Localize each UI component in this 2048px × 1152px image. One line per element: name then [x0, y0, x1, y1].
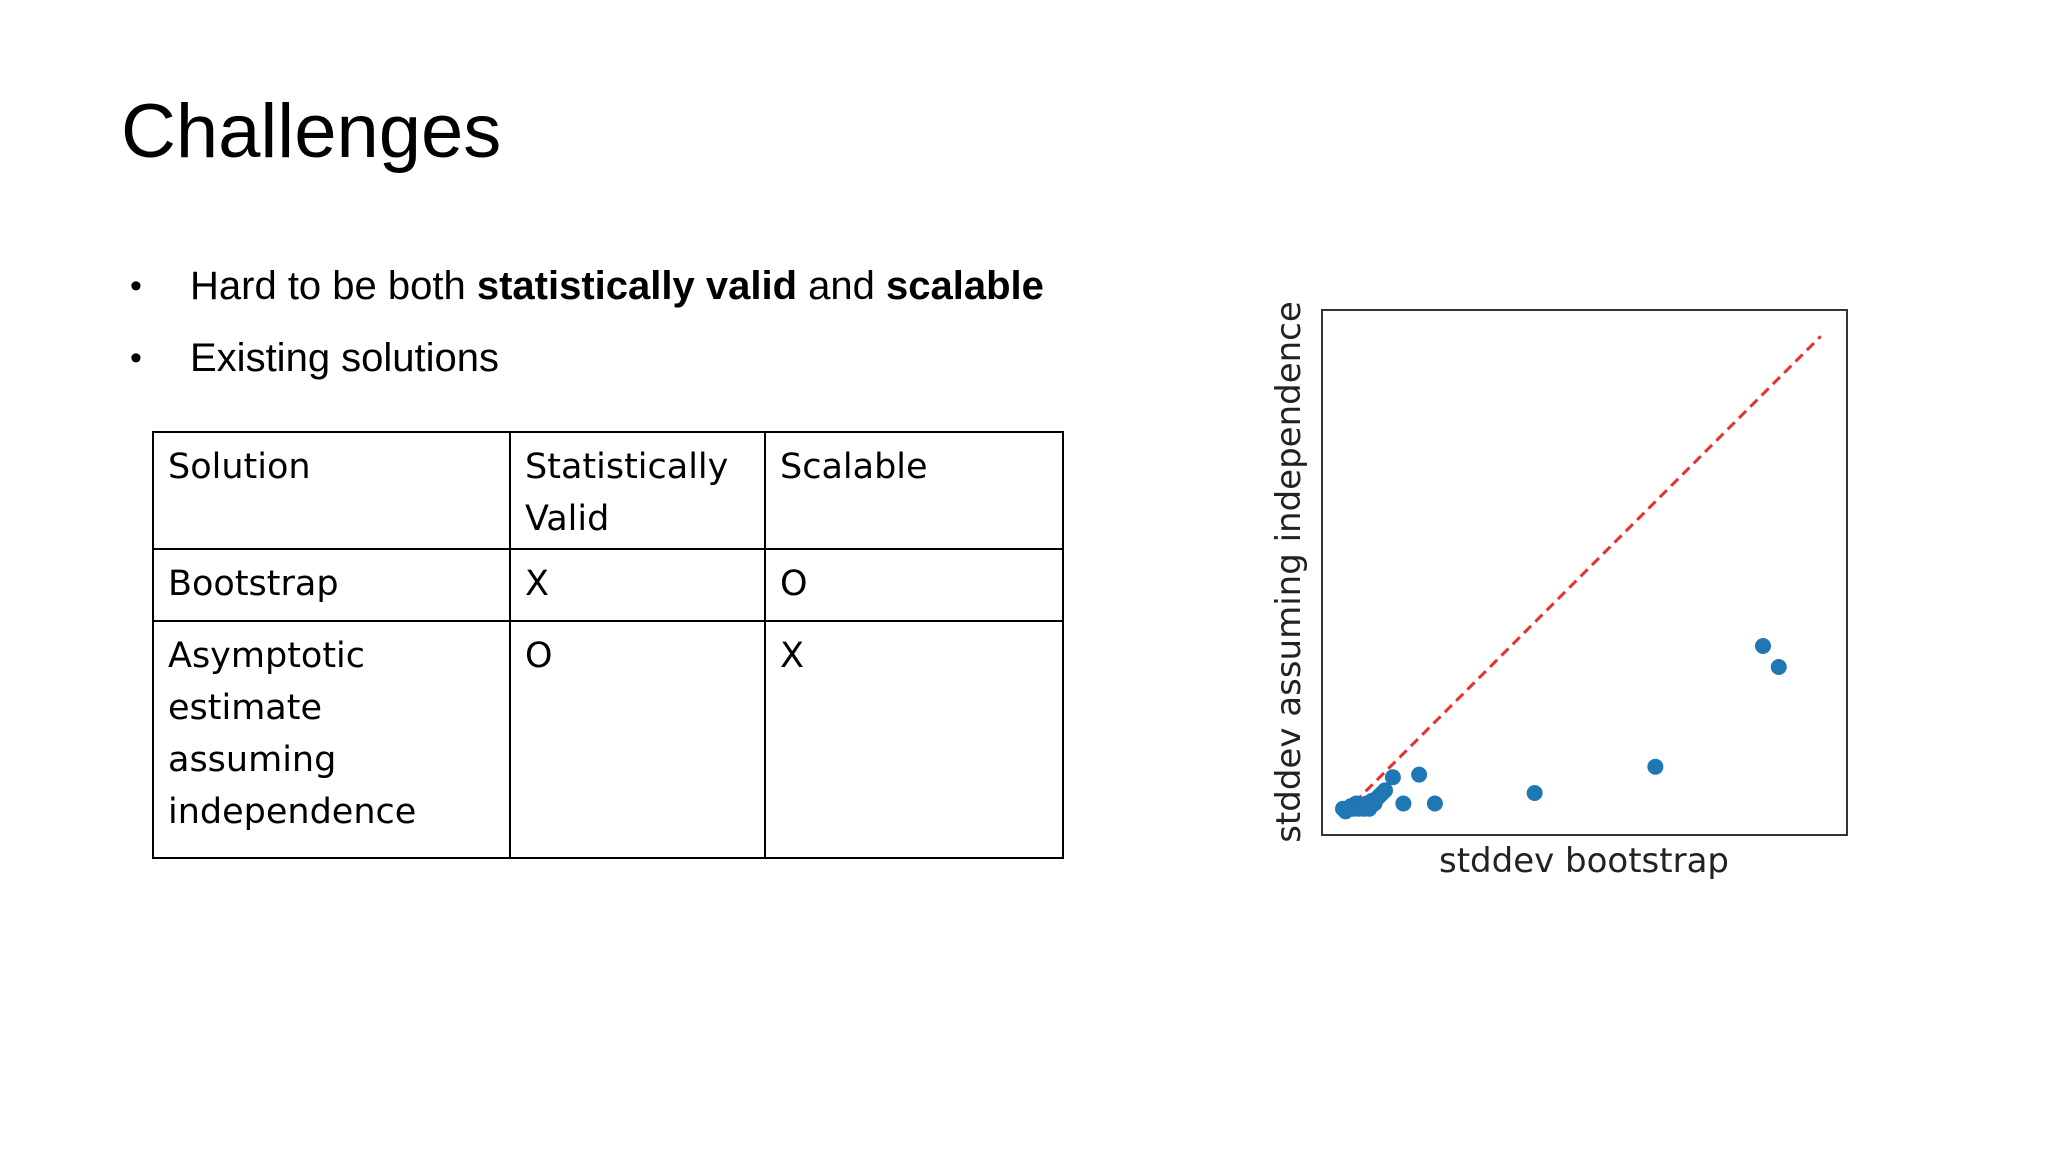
bullet-item: • Hard to be both statistically valid and… [130, 256, 1044, 316]
reference-line-group [1341, 335, 1822, 816]
scatter-point [1377, 782, 1393, 799]
scatter-chart: stddev bootstrap stddev assuming indepen… [1250, 280, 1870, 900]
table-cell: O [764, 548, 1064, 622]
chart-svg: stddev bootstrap stddev assuming indepen… [1269, 301, 1848, 881]
bullet-text-bold: statistically valid [476, 264, 798, 308]
slide-title: Challenges [121, 89, 502, 174]
bullet-list: • Hard to be both statistically valid and… [130, 256, 1044, 400]
bullet-marker: • [130, 339, 142, 377]
x-axis-label: stddev bootstrap [1439, 841, 1729, 881]
bullet-marker: • [130, 267, 142, 305]
y-axis-label: stddev assuming independence [1269, 301, 1309, 843]
scatter-point [1411, 766, 1428, 783]
table-cell: Bootstrap [152, 548, 511, 622]
scatter-point [1755, 638, 1771, 654]
scatter-point [1770, 659, 1787, 675]
solutions-table: Solution Statistically Valid Scalable Bo… [152, 431, 1064, 859]
bullet-text-plain: Hard to be both [190, 264, 477, 308]
scatter-point [1426, 795, 1443, 812]
bullet-text-bold: scalable [885, 264, 1044, 308]
table-row: Asymptotic estimate assuming independenc… [152, 620, 1064, 859]
table-cell: Asymptotic estimate assuming independenc… [152, 620, 511, 859]
points-group [1335, 638, 1787, 820]
reference-line [1341, 335, 1822, 816]
table-cell: O [509, 620, 766, 859]
header-cell-solution: Solution [152, 431, 511, 550]
bullet-text-plain: Existing solutions [190, 336, 500, 380]
table-header-row: Solution Statistically Valid Scalable [152, 431, 1064, 550]
scatter-point [1647, 758, 1664, 775]
table-cell: X [764, 620, 1064, 859]
scatter-point [1384, 769, 1401, 786]
header-cell-scalable: Scalable [764, 431, 1064, 550]
scatter-point [1395, 795, 1412, 812]
bullet-item: • Existing solutions [130, 328, 1044, 388]
table-row: Bootstrap X O [152, 548, 1064, 622]
bullet-text-plain: and [797, 264, 886, 308]
scatter-point [1526, 785, 1543, 801]
table-cell: X [509, 548, 766, 622]
header-cell-statistically-valid: Statistically Valid [509, 431, 766, 550]
